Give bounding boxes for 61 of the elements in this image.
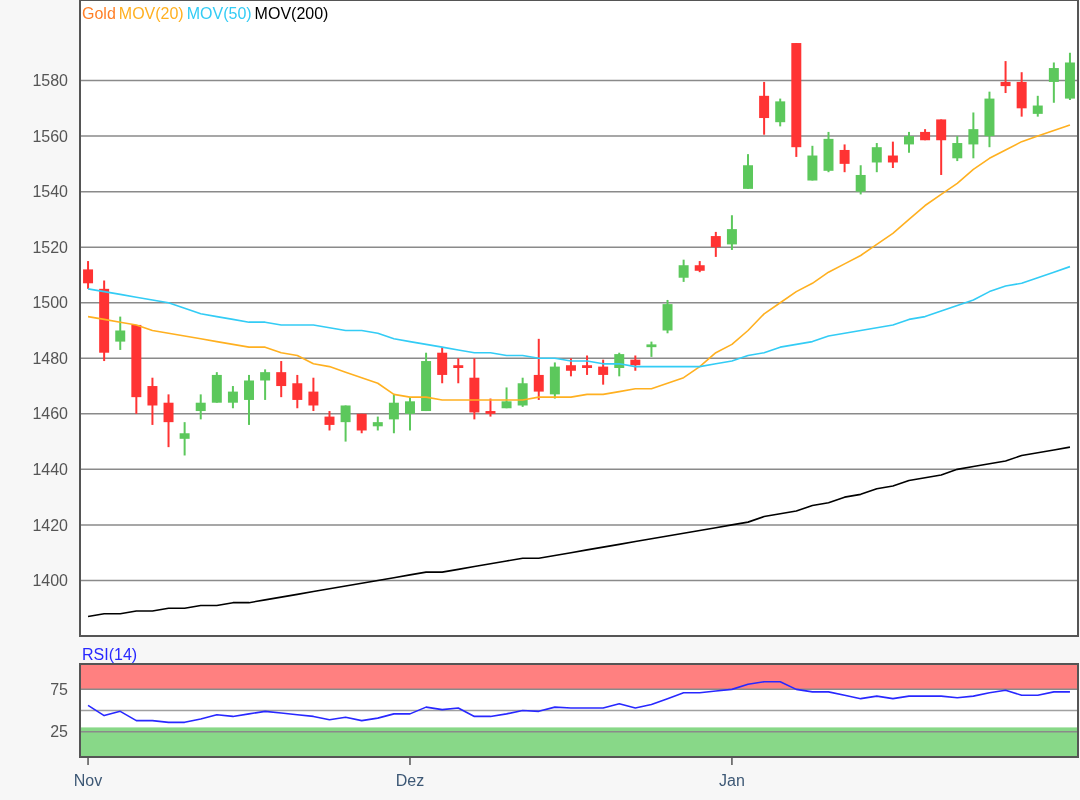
y-tick-label: 75	[50, 680, 69, 698]
text: RSI(14)	[82, 646, 138, 663]
candlestick	[952, 135, 963, 163]
candlestick	[388, 393, 399, 435]
text: MOV(50)	[186, 5, 252, 22]
candlestick	[244, 373, 255, 426]
line-series	[87, 265, 1071, 368]
candlestick	[936, 118, 947, 176]
candlestick	[276, 360, 287, 399]
candlestick	[775, 97, 786, 128]
candlestick	[1000, 60, 1011, 95]
candlestick	[582, 354, 593, 376]
y-tick-label: 1540	[32, 183, 69, 201]
y-tick-label: 1460	[32, 405, 69, 423]
candlestick	[871, 142, 882, 174]
candlestick	[227, 385, 238, 410]
candlestick	[565, 357, 576, 378]
y-tick-label: 1500	[32, 294, 69, 312]
y-tick-label: 1580	[32, 72, 69, 90]
y-tick-label: 1420	[32, 516, 69, 534]
candlestick	[743, 153, 754, 190]
y-tick-label: 1400	[32, 572, 69, 590]
candlestick	[726, 214, 737, 251]
candlestick	[839, 143, 850, 174]
candlestick	[855, 164, 866, 196]
candlestick	[759, 80, 770, 136]
candlestick	[517, 376, 528, 408]
legend-title: Gold	[82, 5, 116, 22]
candlestick	[163, 393, 174, 449]
line-series	[87, 446, 1071, 618]
x-tick-label: Dez	[395, 772, 425, 789]
candlestick	[453, 357, 464, 385]
candlestick	[340, 404, 351, 443]
candlestick	[260, 368, 271, 401]
line-series	[87, 680, 1071, 724]
y-tick-label: 1520	[32, 238, 69, 256]
candlestick	[1032, 94, 1043, 118]
candlestick	[179, 421, 190, 457]
candlestick	[115, 315, 126, 351]
text: MOV(200)	[254, 5, 329, 22]
candlestick	[308, 376, 319, 413]
y-tick-label: 1480	[32, 349, 69, 367]
y-tick-label: 25	[50, 723, 69, 741]
candlestick	[147, 376, 158, 426]
y-tick-label: 1440	[32, 460, 69, 478]
x-tick-label: Nov	[73, 772, 103, 789]
candlestick	[404, 396, 415, 432]
candlestick	[83, 260, 94, 290]
candlestick	[710, 230, 721, 258]
candlestick	[968, 111, 979, 160]
x-tick-label: Jan	[719, 772, 745, 789]
candlestick	[678, 258, 689, 283]
y-tick-label: 1560	[32, 127, 69, 145]
text: MOV(20)	[118, 5, 184, 22]
candlestick	[195, 393, 206, 421]
candlestick	[292, 373, 303, 410]
candlestick	[437, 346, 448, 385]
candlestick	[1048, 61, 1059, 104]
candlestick	[903, 130, 914, 154]
candlestick	[598, 358, 609, 386]
candlestick	[533, 337, 544, 401]
